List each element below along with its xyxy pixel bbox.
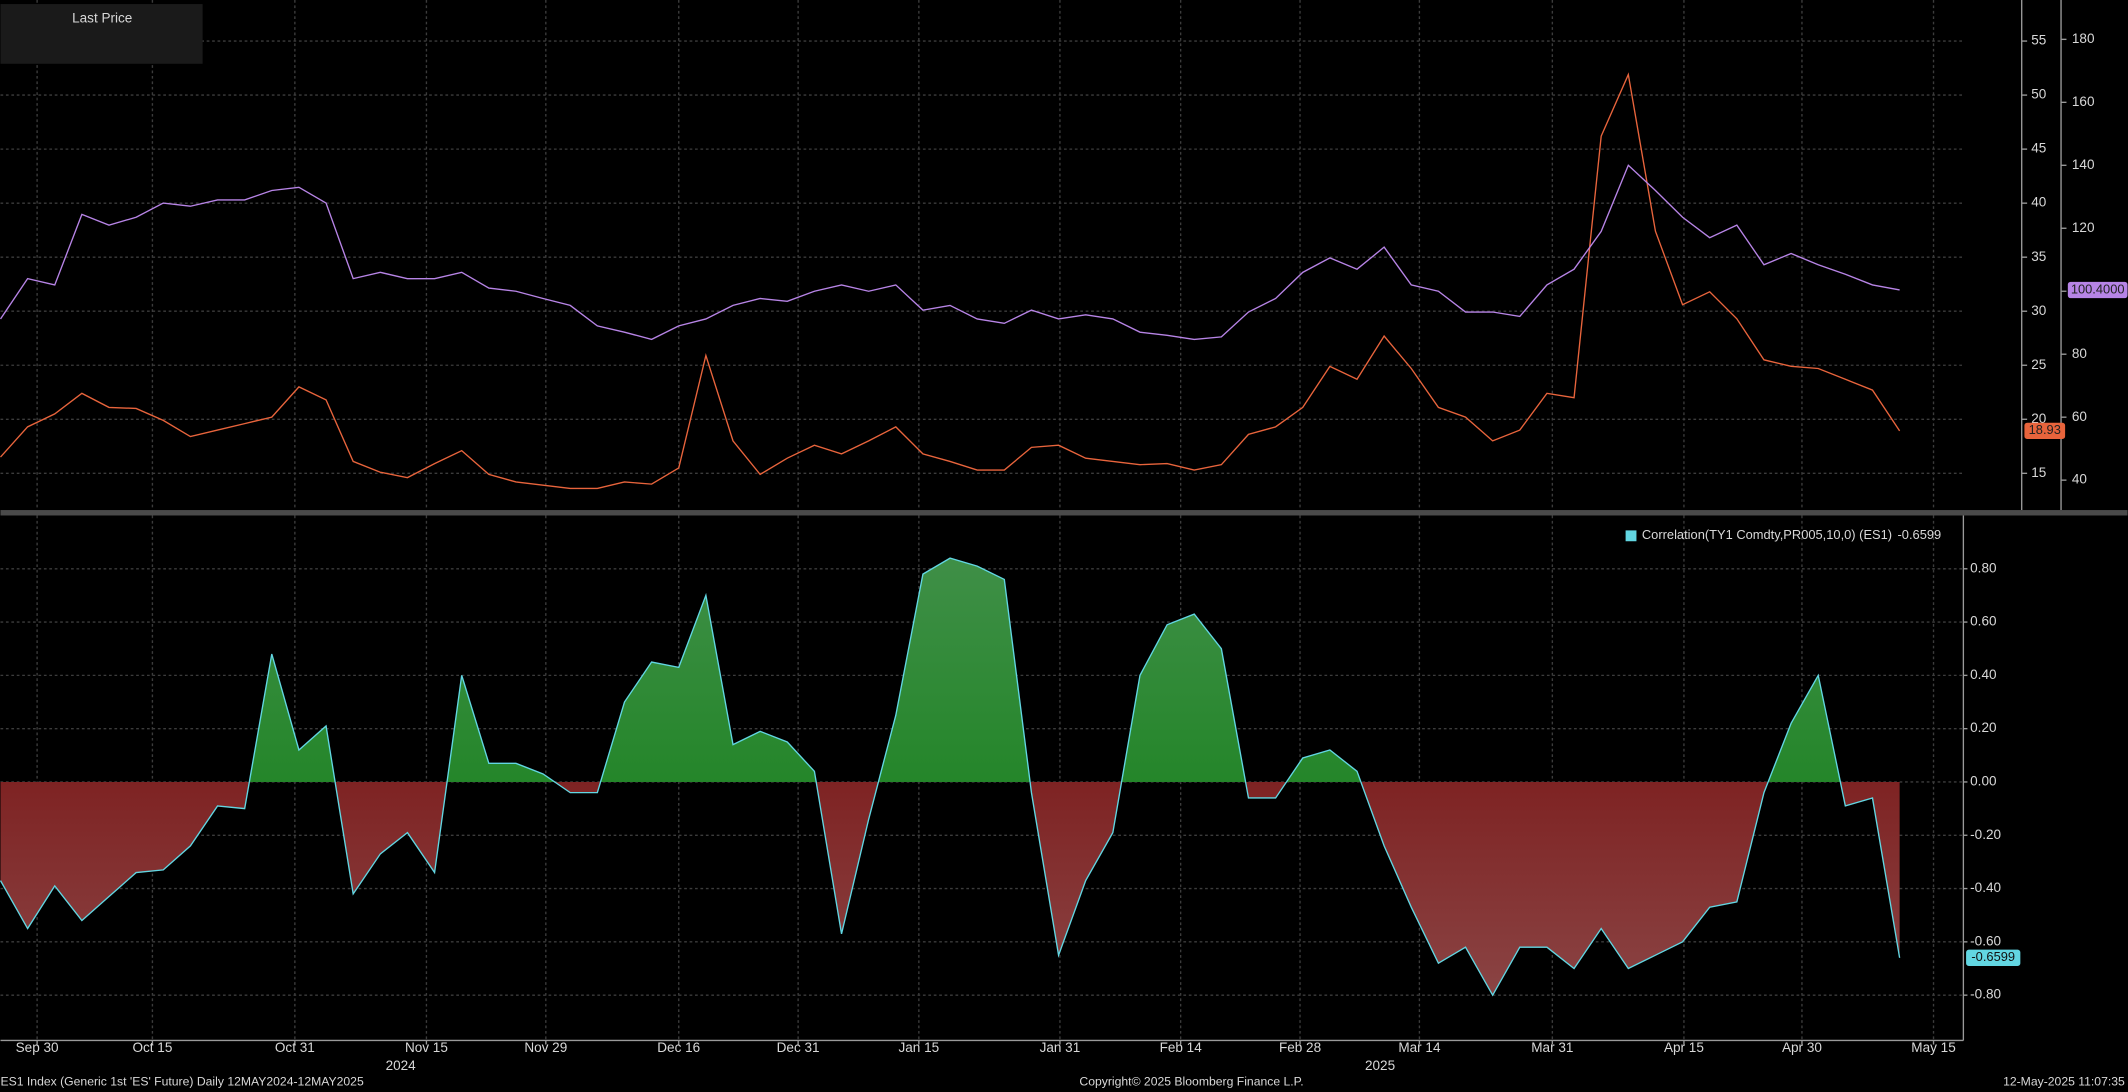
- y2-tick-label: 40: [2072, 472, 2087, 487]
- legend-name: Correlation(TY1 Comdty,PR005,10,0) (ES1): [1642, 527, 1892, 542]
- x-tick-label: Feb 28: [1279, 1040, 1321, 1055]
- y-tick-label: 25: [2031, 357, 2046, 372]
- x-tick-label: Oct 31: [275, 1040, 315, 1055]
- series-line: [0, 72, 1901, 490]
- negative-area: [0, 781, 1900, 996]
- footer-center: Copyright© 2025 Bloomberg Finance L.P.: [1079, 1075, 1303, 1089]
- y-tick-label: -0.40: [1970, 880, 2001, 895]
- y-tick-label: 35: [2031, 249, 2046, 264]
- y-tick-label: 45: [2031, 141, 2046, 156]
- x-tick-label: Jan 31: [1040, 1040, 1081, 1055]
- y-tick-label: -0.80: [1970, 987, 2001, 1002]
- last-value-label: -0.6599: [1971, 949, 2015, 964]
- positive-area: [249, 558, 1841, 782]
- series-line: [0, 164, 1900, 341]
- y-tick-label: -0.20: [1970, 827, 2001, 842]
- legend-value: -0.6599: [1898, 527, 1942, 542]
- x-tick-label: Dec 16: [657, 1040, 700, 1055]
- y-tick-label: 0.20: [1970, 720, 1996, 735]
- y2-tick-label: 180: [2072, 31, 2095, 46]
- x-tick-label: May 15: [1911, 1040, 1955, 1055]
- x-tick-label: Nov 29: [524, 1040, 567, 1055]
- x-tick-label: Jan 15: [899, 1040, 940, 1055]
- x-tick-label: Feb 14: [1160, 1040, 1203, 1055]
- x-tick-label: Mar 31: [1531, 1040, 1573, 1055]
- x-tick-label: Mar 14: [1398, 1040, 1441, 1055]
- y2-tick-label: 120: [2072, 220, 2095, 235]
- last-value-label: 18.93: [2029, 422, 2061, 437]
- y2-tick-label: 160: [2072, 94, 2095, 109]
- footer-right: 12-May-2025 11:07:35: [2003, 1075, 2125, 1089]
- panel-separator: [0, 510, 2128, 516]
- y-tick-label: 0.00: [1970, 774, 1996, 789]
- x-tick-label: Oct 15: [132, 1040, 172, 1055]
- x-tick-label: Apr 30: [1782, 1040, 1822, 1055]
- y-tick-label: 50: [2031, 87, 2046, 102]
- y-tick-label: 0.80: [1970, 560, 1996, 575]
- legend-label: Correlation(TY1 Comdty,PR005,10,0) (ES1)…: [1642, 527, 1941, 542]
- last-value-tag: [2024, 422, 2066, 439]
- y-tick-label: 20: [2031, 411, 2046, 426]
- y-tick-label: 40: [2031, 195, 2046, 210]
- series-line: [0, 557, 1901, 997]
- y-tick-label: 0.60: [1970, 614, 1996, 629]
- y-tick-label: 55: [2031, 33, 2046, 48]
- y-tick-label: 15: [2031, 465, 2046, 480]
- last-value-tag: [2067, 281, 2128, 299]
- x-tick-label: Dec 31: [777, 1040, 820, 1055]
- last-value-label: 100.4000: [2071, 281, 2125, 296]
- y2-tick-label: 60: [2072, 409, 2087, 424]
- year-label: 2024: [386, 1058, 417, 1073]
- y-tick-label: 0.40: [1970, 667, 1996, 682]
- x-tick-label: Apr 15: [1664, 1040, 1704, 1055]
- y-tick-label: 30: [2031, 303, 2046, 318]
- y2-tick-label: 80: [2072, 346, 2087, 361]
- legend-swatch: [1625, 530, 1637, 542]
- year-label: 2025: [1365, 1058, 1395, 1073]
- x-tick-label: Nov 15: [405, 1040, 448, 1055]
- legend-box: [0, 4, 203, 64]
- legend-title: Last Price: [72, 11, 132, 26]
- y2-tick-label: 140: [2072, 157, 2095, 172]
- footer-left: ES1 Index (Generic 1st 'ES' Future) Dail…: [0, 1075, 363, 1089]
- x-tick-label: Sep 30: [16, 1040, 59, 1055]
- last-value-tag: [1966, 949, 2021, 966]
- y-tick-label: -0.60: [1970, 933, 2001, 948]
